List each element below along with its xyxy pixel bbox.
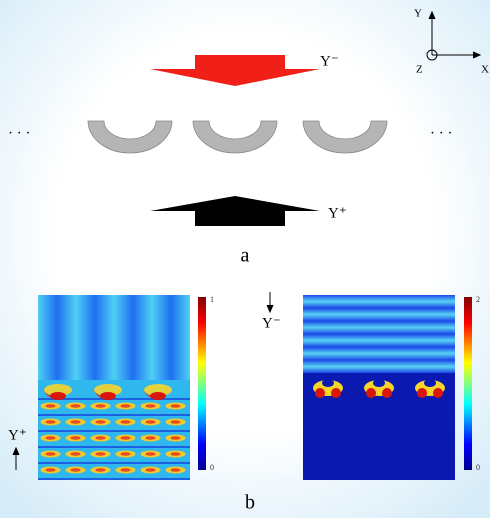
axis-label: Z [416,64,423,76]
arrow-label: Y⁻ [320,53,339,69]
colorbar [464,297,472,470]
caption: b [245,492,255,514]
colorbar-label: 2 [476,295,480,304]
colorbar [198,297,206,470]
ellipsis: · · · [430,125,453,141]
colorbar-label: 0 [476,463,480,472]
axis-label: X [481,64,489,76]
colorbar-label: 0 [210,463,214,472]
arrow-label: Y⁺ [328,205,347,221]
ellipsis: · · · [8,125,31,141]
axis-label: Y [414,8,422,20]
caption: a [241,245,250,267]
incidence-label: Y⁺ [8,427,27,443]
figure: Y⁻ Y⁺ · · · · · · Y Z X a [0,0,490,518]
incidence-label: Y⁻ [262,315,281,331]
colorbar-label: 1 [210,295,214,304]
field-plot-left [38,295,190,480]
field-plot-right [303,295,455,480]
